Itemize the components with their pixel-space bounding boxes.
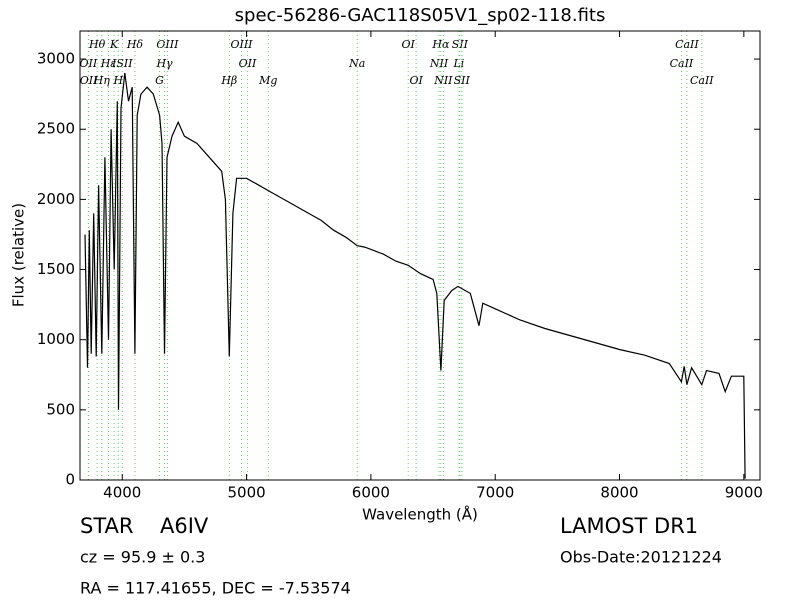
spectral-line-label: NII (433, 74, 453, 87)
spectral-line-label: Li (452, 57, 464, 70)
spectral-line-label: OI (402, 38, 416, 51)
y-axis-label: Flux (relative) (10, 203, 28, 307)
spectral-line-label: Hα (431, 38, 450, 51)
spectral-line-label: Na (348, 57, 365, 70)
spectral-line-label: SII (454, 74, 471, 87)
x-tick-label: 7000 (476, 484, 514, 502)
spectral-line-label: Hγ (155, 57, 173, 70)
spectral-line-label: Mg (258, 74, 277, 87)
y-tick-label: 1000 (37, 330, 75, 348)
x-tick-label: 8000 (600, 484, 638, 502)
survey: LAMOST DR1 (560, 514, 698, 538)
y-tick-label: 500 (46, 400, 75, 418)
spectral-line-label: ISII (111, 57, 133, 70)
obs-date: Obs-Date:20121224 (560, 548, 722, 567)
y-tick-label: 0 (65, 471, 75, 489)
spectral-line-label: K (109, 38, 119, 51)
spectral-line-label: Hδ (126, 38, 144, 51)
spectral-line-label: OIII (230, 38, 253, 51)
spectral-line-label: OII (80, 74, 98, 87)
x-axis-label: Wavelength (Å) (362, 505, 478, 524)
spectral-line-label: H (112, 74, 123, 87)
spectrum-line (84, 73, 746, 479)
spectral-line-label: Hε (100, 57, 117, 70)
x-tick-label: 4000 (103, 484, 141, 502)
plot-frame (79, 30, 761, 481)
spectral-line-label: CaII (670, 57, 694, 70)
coordinates: RA = 117.41655, DEC = -7.53574 (80, 579, 351, 598)
redshift: cz = 95.9 ± 0.3 (80, 548, 205, 567)
spectral-line-label: SII (452, 38, 469, 51)
spectral-line-label: Hθ (88, 38, 106, 51)
y-tick-label: 1500 (37, 260, 75, 278)
spectral-line-label: OIII (156, 38, 179, 51)
spectral-line-label: Hβ (220, 74, 237, 87)
x-tick-label: 9000 (725, 484, 763, 502)
subclass: A6IV (160, 514, 209, 538)
spectral-line-label: NII (429, 57, 449, 70)
chart-title: spec-56286-GAC118S05V1_sp02-118.fits (235, 5, 606, 26)
object-class: STAR (80, 514, 133, 538)
y-tick-label: 2500 (37, 120, 75, 138)
spectral-line-label: G (155, 74, 164, 87)
spectral-line-label: OI (409, 74, 423, 87)
spectral-line-label: CaII (690, 74, 714, 87)
spectral-line-label: OII (239, 57, 257, 70)
spectral-line-label: Hη (93, 74, 111, 87)
spectral-line-label: CaII (675, 38, 699, 51)
x-tick-label: 5000 (227, 484, 265, 502)
y-tick-label: 2000 (37, 190, 75, 208)
x-tick-label: 6000 (352, 484, 390, 502)
y-tick-label: 3000 (37, 50, 75, 68)
